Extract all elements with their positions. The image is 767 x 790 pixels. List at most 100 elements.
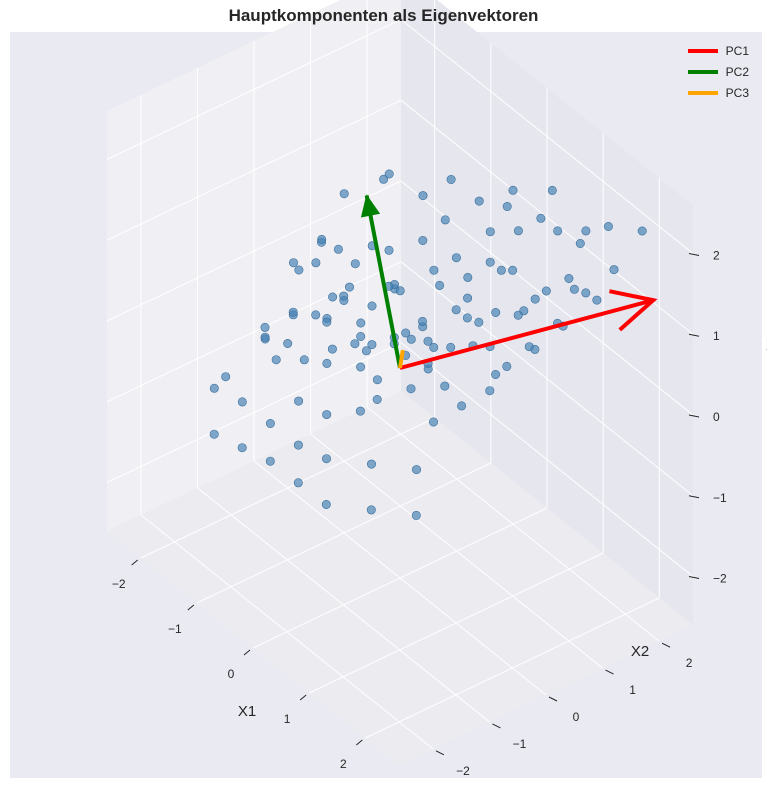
x-axis-label: X1 [238, 703, 256, 720]
data-point [209, 429, 219, 439]
data-point [317, 234, 327, 244]
data-point [356, 362, 366, 372]
data-point [339, 189, 349, 199]
data-point [411, 510, 421, 520]
data-point [603, 222, 613, 232]
ticks: −2 −1 0 1 2 −2 −1 0 1 2 −2 −1 0 1 2 [112, 248, 727, 777]
data-point [485, 386, 495, 396]
data-point [451, 253, 461, 263]
data-point [530, 294, 540, 304]
data-point [401, 328, 411, 338]
data-point [609, 265, 619, 275]
data-point [592, 295, 602, 305]
y-axis-label: X2 [631, 643, 649, 660]
data-point [260, 332, 270, 342]
z-tick-label: 2 [713, 248, 720, 262]
data-point [581, 288, 591, 298]
y-tick-mark [492, 723, 501, 729]
pc2-vector [364, 195, 402, 369]
data-point [293, 440, 303, 450]
data-point [372, 394, 382, 404]
data-point [541, 286, 551, 296]
data-point [440, 215, 450, 225]
legend-label: PC2 [725, 64, 749, 79]
data-point [446, 342, 456, 352]
data-point [463, 293, 473, 303]
y-tick-label: 2 [686, 656, 693, 670]
grid-line [400, 99, 694, 335]
legend-swatch [687, 48, 718, 53]
data-point [462, 313, 472, 323]
grid-line [308, 552, 604, 694]
data-point [356, 331, 366, 341]
data-point [474, 317, 484, 327]
grid-line [400, 19, 694, 254]
y-tick-label: −1 [513, 737, 527, 751]
grid [106, 0, 694, 750]
data-point [491, 307, 501, 317]
data-point [423, 336, 433, 346]
data-point [366, 505, 376, 515]
x-tick-mark [131, 559, 139, 566]
data-point [418, 236, 428, 246]
legend-label: PC1 [725, 43, 749, 58]
legend-swatch [687, 90, 718, 95]
data-point [530, 344, 540, 354]
data-point [372, 375, 382, 385]
data-point [428, 417, 438, 427]
pc2-arrowhead [360, 194, 381, 218]
z-tick-mark [688, 576, 700, 580]
data-point [339, 291, 349, 301]
pc1-arrowhead [609, 289, 658, 332]
data-point [406, 334, 416, 344]
data-point [265, 418, 275, 428]
data-point [491, 369, 501, 379]
grid-line [365, 597, 660, 739]
data-point [502, 202, 512, 212]
x-tick-mark [187, 604, 195, 611]
data-point [260, 322, 270, 332]
z-tick-label: 0 [713, 410, 720, 424]
data-point [457, 401, 467, 411]
data-point [271, 355, 281, 365]
y-tick-mark [435, 750, 445, 756]
data-point [328, 292, 338, 302]
x-tick-mark [243, 649, 251, 656]
data-point [637, 226, 647, 236]
data-point [288, 258, 298, 268]
chart-title: Hauptkomponenten als Eigenvektoren [228, 6, 539, 25]
y-tick-mark [548, 696, 558, 702]
x-tick-label: 1 [284, 712, 291, 726]
legend-item-pc1: PC1 [687, 40, 749, 61]
y-tick-mark [661, 642, 671, 648]
legend-item-pc3: PC3 [687, 82, 749, 103]
data-point [322, 358, 332, 368]
data-point [209, 383, 219, 393]
data-point [564, 273, 574, 283]
data-point [283, 338, 293, 348]
data-point [451, 305, 461, 315]
data-point [418, 191, 428, 201]
pc3-vector [398, 349, 405, 369]
data-point [237, 443, 247, 453]
data-point [265, 456, 275, 466]
z-tick-mark [688, 252, 700, 256]
data-point [350, 339, 360, 349]
z-tick-mark [688, 495, 700, 499]
data-point [485, 257, 495, 267]
data-point [513, 310, 523, 320]
z-tick-mark [688, 333, 700, 337]
x-tick-label: −2 [112, 577, 126, 591]
data-point [294, 265, 304, 275]
data-point [237, 397, 247, 407]
data-point [333, 244, 343, 254]
grid-line [106, 99, 402, 241]
data-point [379, 174, 389, 184]
data-point [429, 265, 439, 275]
grid-line [106, 180, 402, 322]
data-point [384, 245, 394, 255]
legend: PC1 PC2 PC3 [687, 40, 749, 103]
z-tick-label: −1 [713, 491, 727, 505]
data-point [294, 396, 304, 406]
